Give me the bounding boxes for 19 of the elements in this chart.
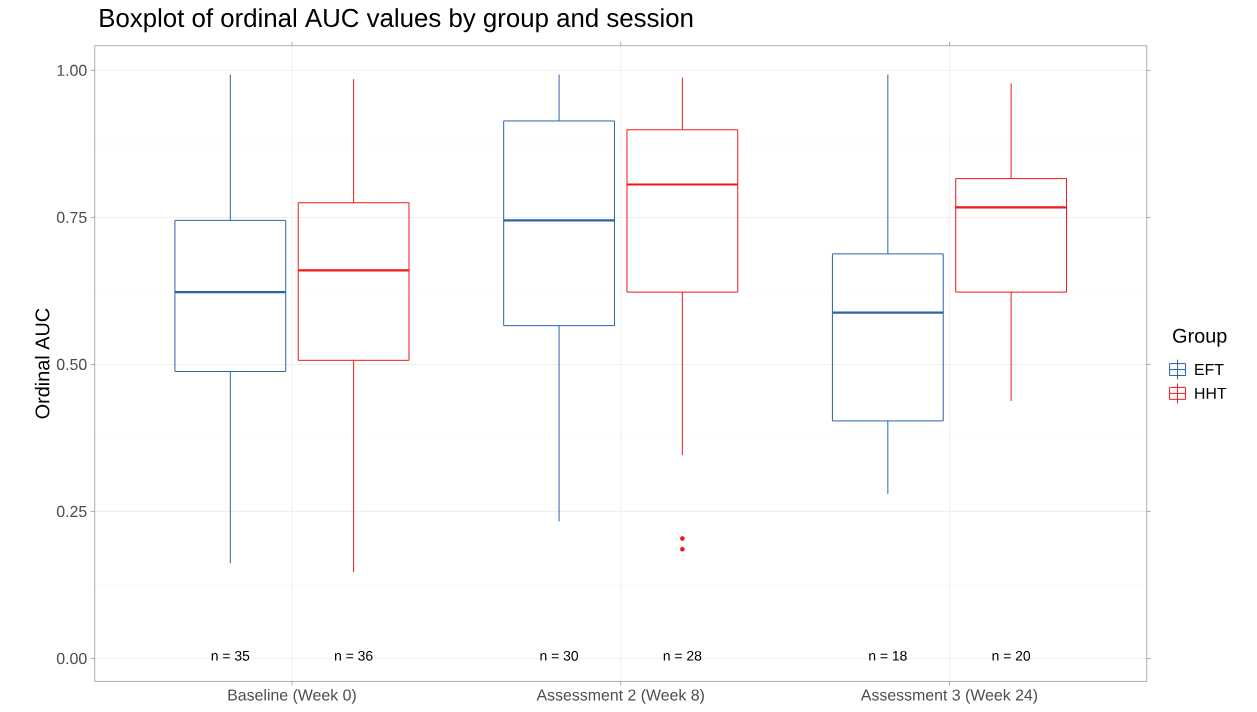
annotation: n = 35	[211, 650, 250, 661]
annotation: n = 18	[869, 650, 907, 661]
legend-title: Group	[1173, 328, 1227, 347]
annotation: n = 36	[335, 650, 373, 661]
y-tick-label: 0.25	[56, 505, 87, 517]
legend-label: EFT	[1195, 363, 1224, 375]
annotation: n = 28	[663, 650, 702, 661]
annotation: n = 20	[992, 650, 1031, 661]
annotation: n = 30	[540, 650, 579, 661]
y-axis-title: Ordinal AUC	[34, 308, 50, 419]
legend-label: HHT	[1195, 387, 1227, 399]
y-tick-label: 1.00	[57, 64, 87, 76]
x-tick-label: Assessment 2 (Week 8)	[536, 688, 704, 704]
x-tick-label: Baseline (Week 0)	[228, 688, 356, 704]
x-tick-label: Assessment 3 (Week 24)	[860, 688, 1038, 704]
y-tick-label: 0.50	[56, 358, 87, 370]
chart-title: Boxplot of ordinal AUC values by group and session	[100, 8, 693, 33]
y-tick-label: 0.00	[56, 652, 87, 665]
y-tick-label: 0.75	[56, 211, 87, 223]
